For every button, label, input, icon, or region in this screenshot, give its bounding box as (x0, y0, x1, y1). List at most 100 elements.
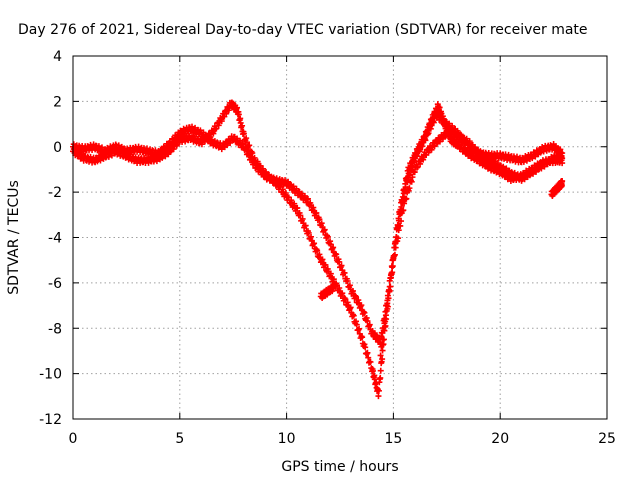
data-point (302, 222, 309, 229)
data-point (377, 367, 384, 374)
data-point (559, 160, 566, 167)
data-point (369, 367, 376, 374)
data-point (364, 318, 371, 325)
data-point (375, 393, 382, 400)
data-point (353, 321, 360, 328)
data-point (321, 226, 328, 233)
data-point (410, 157, 417, 164)
data-point (339, 290, 346, 297)
data-point (382, 312, 389, 319)
data-point (379, 347, 386, 354)
data-point (240, 130, 247, 137)
x-tick-label: 10 (278, 431, 296, 447)
data-point (379, 337, 386, 344)
data-point (341, 269, 348, 276)
data-point (425, 126, 432, 133)
data-point (324, 233, 331, 240)
data-point (436, 104, 443, 111)
data-point (336, 258, 343, 265)
data-point (388, 263, 395, 270)
data-point (380, 327, 387, 334)
data-point (304, 195, 311, 202)
data-point (344, 277, 351, 284)
data-point (559, 177, 566, 184)
y-tick-label: -12 (39, 412, 62, 428)
plot-frame (72, 55, 608, 420)
y-tick-label: -2 (48, 185, 62, 201)
data-point (559, 150, 566, 157)
data-point (356, 325, 363, 332)
data-point (359, 334, 366, 341)
data-point (235, 111, 242, 118)
data-point (367, 359, 374, 366)
data-point (385, 286, 392, 293)
grid (73, 56, 607, 419)
x-tick-label: 15 (384, 431, 402, 447)
data-point (347, 304, 354, 311)
data-point (333, 251, 340, 258)
data-point (361, 309, 368, 316)
x-axis-title: GPS time / hours (281, 459, 398, 475)
data-point (388, 271, 395, 278)
data-point (393, 234, 400, 241)
data-point (397, 206, 404, 213)
data-point (246, 142, 253, 149)
y-tick-label: -4 (48, 231, 62, 247)
data-point (419, 139, 426, 146)
series-track-d (317, 282, 337, 302)
data-point (239, 122, 246, 129)
data-point (379, 356, 386, 363)
data-point (365, 354, 372, 361)
series-track-e (548, 177, 566, 199)
data-point (330, 276, 337, 283)
data-point (375, 387, 382, 394)
data-point (349, 287, 356, 294)
series-track-a (70, 99, 566, 400)
data-point (395, 215, 402, 222)
data-point (402, 180, 409, 187)
data-point (399, 193, 406, 200)
data-point (385, 295, 392, 302)
data-point (377, 374, 384, 381)
data-point (392, 240, 399, 247)
y-tick-label: -6 (48, 276, 62, 292)
data-point (322, 262, 329, 269)
data-point (248, 154, 255, 161)
series-track-b (70, 111, 566, 348)
y-tick-label: 2 (53, 94, 62, 110)
data-point (390, 253, 397, 260)
y-tick-label: -10 (39, 367, 62, 383)
data-point (353, 293, 360, 300)
data-point (330, 285, 337, 292)
x-tick-label: 0 (69, 431, 78, 447)
data-point (406, 185, 413, 192)
data-point (406, 171, 413, 178)
data-point (401, 186, 408, 193)
data-point (377, 352, 384, 359)
y-tick-label: 0 (53, 140, 62, 156)
data-point (311, 240, 318, 247)
data-points (70, 99, 566, 400)
x-tick-label: 25 (598, 431, 616, 447)
data-point (342, 296, 349, 303)
data-point (382, 318, 389, 325)
series-track-c (377, 101, 566, 359)
data-point (297, 212, 304, 219)
data-point (350, 312, 357, 319)
y-tick-label: -8 (48, 321, 62, 337)
y-axis-title: SDTVAR / TECUs (6, 180, 22, 295)
data-point (403, 195, 410, 202)
x-tick-label: 20 (491, 431, 509, 447)
data-point (362, 344, 369, 351)
data-point (316, 216, 323, 223)
axis-ticks: 0 5 10 15 20 25 -12 -10 -8 -6 -4 -2 0 2 4 (39, 49, 616, 447)
data-point (404, 174, 411, 181)
data-point (314, 247, 321, 254)
data-point (305, 229, 312, 236)
data-point (358, 302, 365, 309)
data-point (294, 204, 301, 211)
data-point (394, 223, 401, 230)
y-tick-label: 4 (53, 49, 62, 65)
x-tick-label: 5 (175, 431, 184, 447)
